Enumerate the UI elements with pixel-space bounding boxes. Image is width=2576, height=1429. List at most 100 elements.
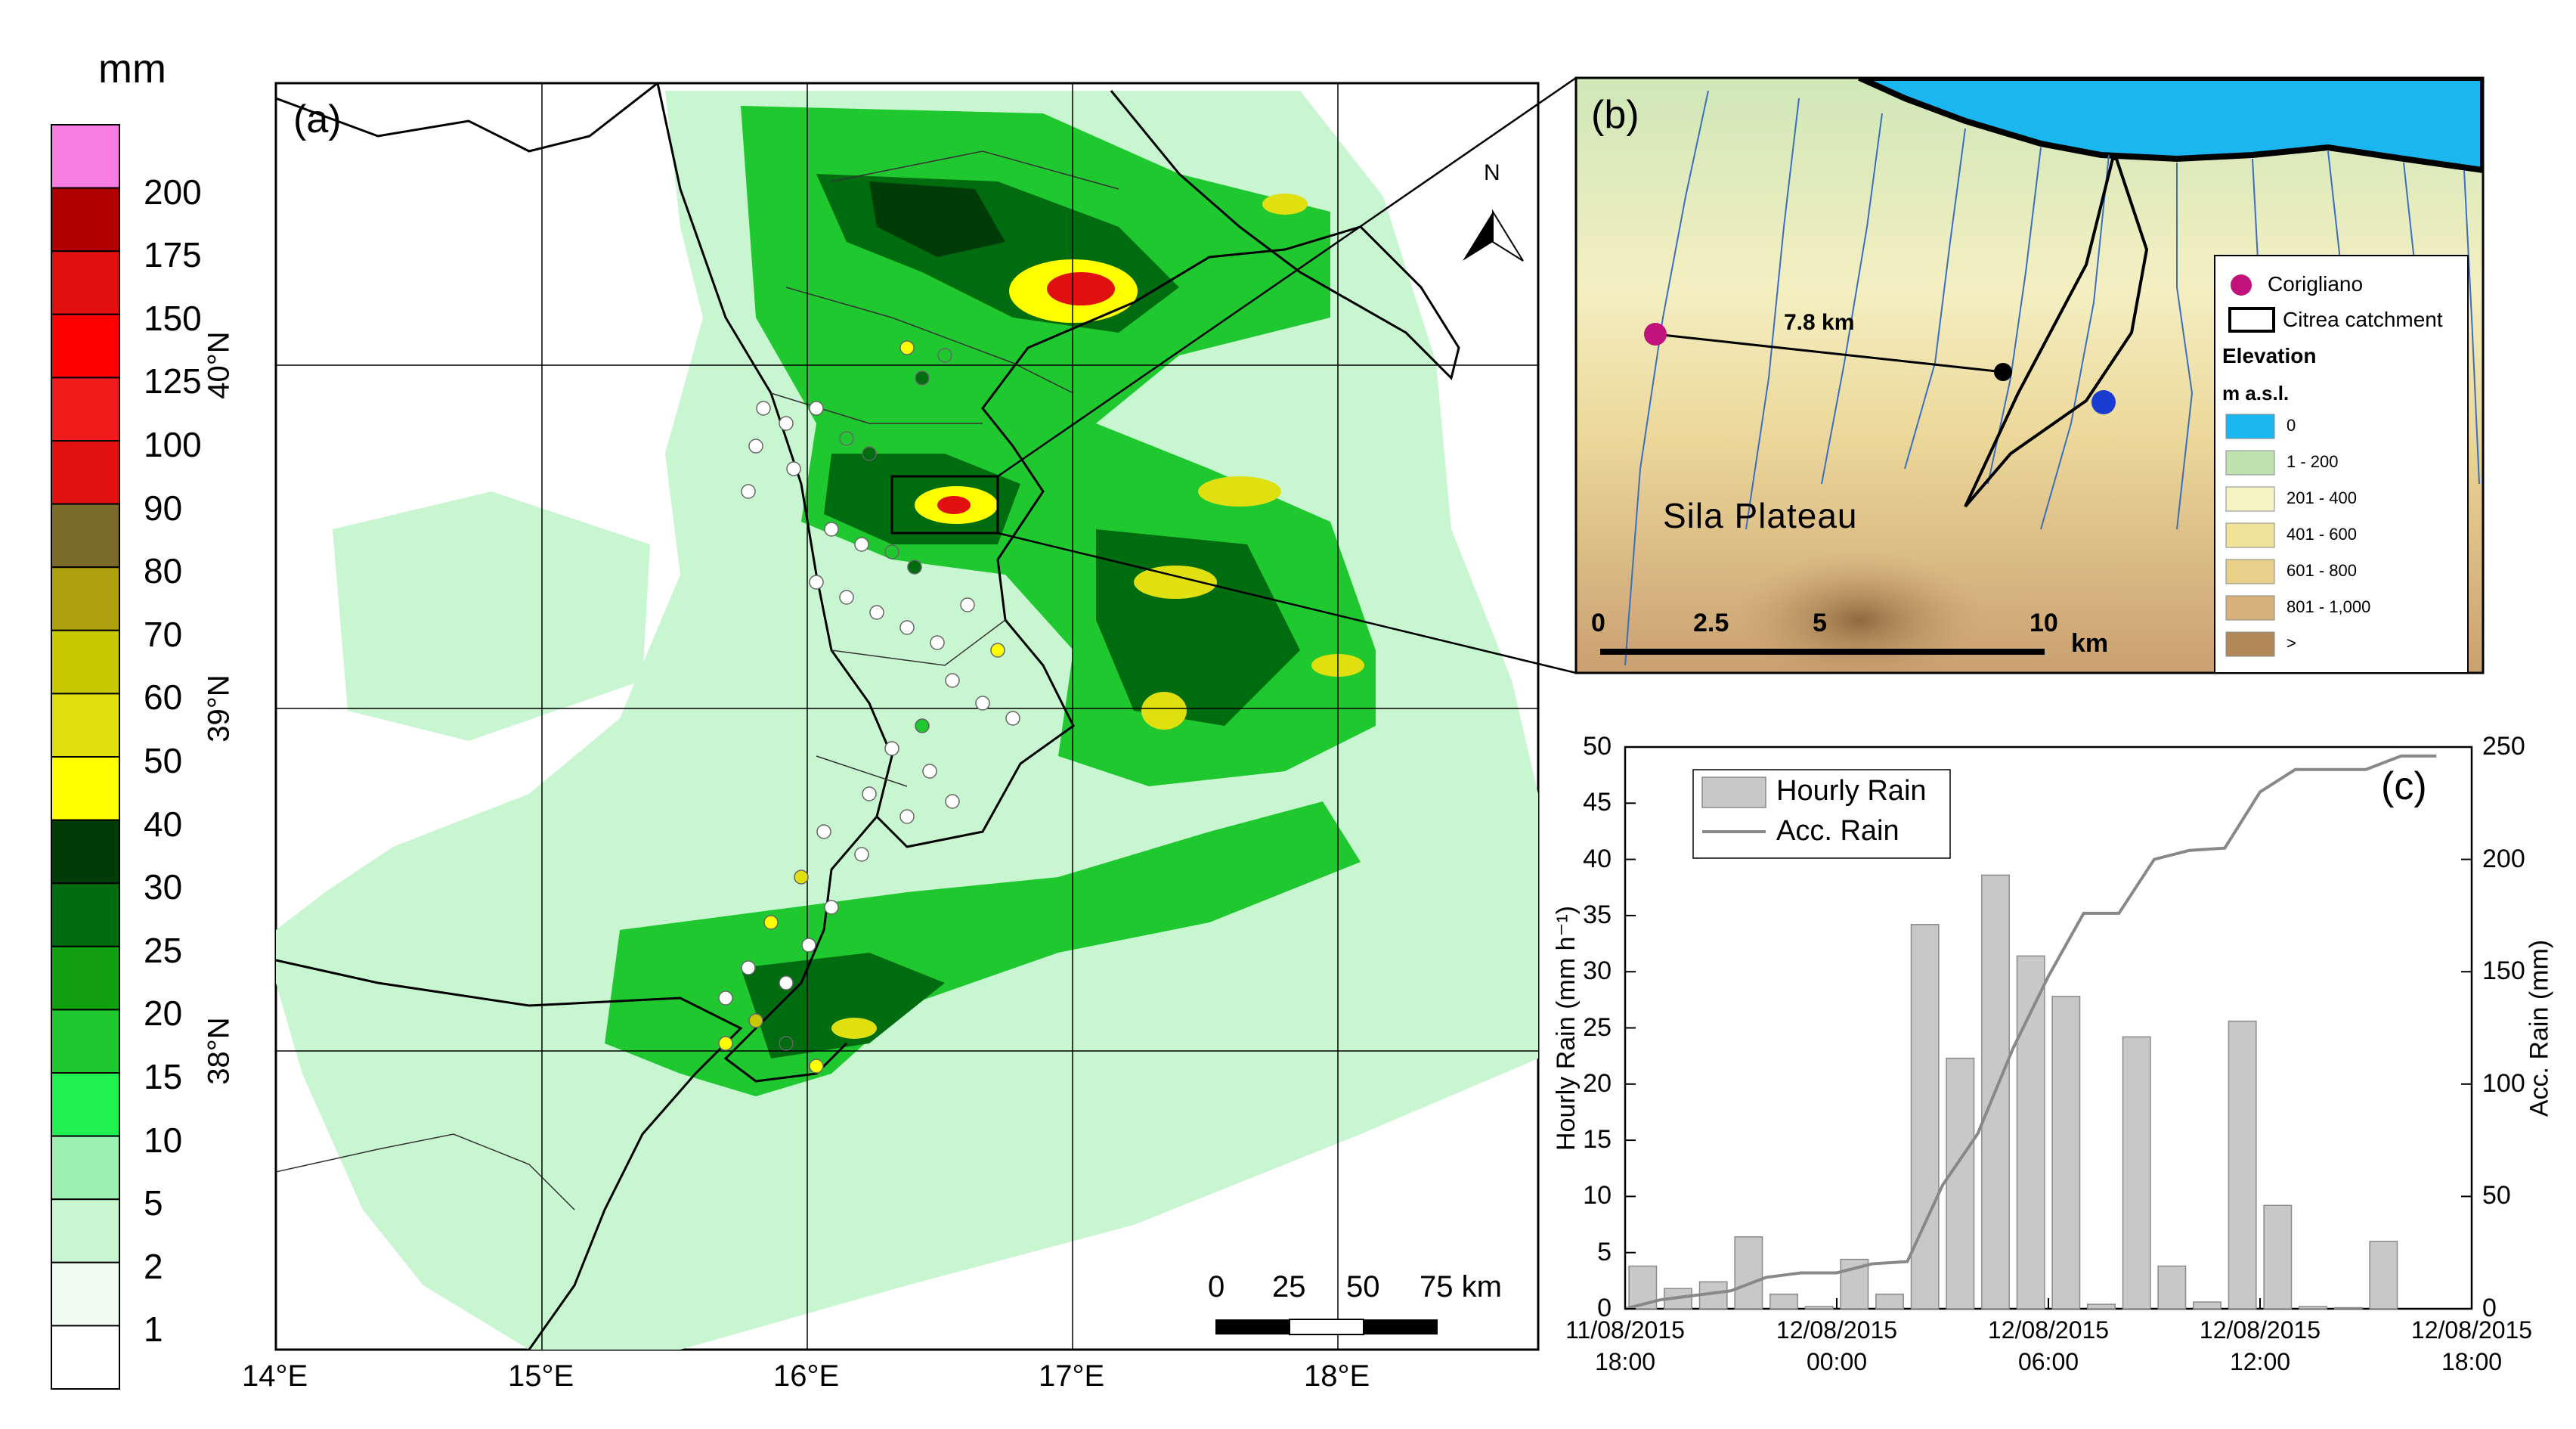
y-tick-label: 50	[1583, 732, 1612, 761]
y2-tick-label: 150	[2482, 956, 2525, 986]
blue-station	[2091, 390, 2116, 414]
legend-tick-label: 90	[144, 488, 183, 528]
legend-swatch	[51, 1325, 120, 1390]
x-tick-label-date: 12/08/2015	[1987, 1316, 2110, 1344]
elevation-swatch	[2225, 414, 2275, 439]
region-borders	[276, 150, 1119, 1210]
legend-tick-label: 20	[144, 993, 183, 1034]
y-tick-label: 15	[1583, 1125, 1612, 1155]
legend-swatch	[51, 313, 120, 379]
legend-tick-label: 40	[144, 804, 183, 844]
acc-rain-line	[1624, 754, 2437, 1310]
legend-swatch	[51, 187, 120, 253]
elevation-class-label: 401 - 600	[2287, 525, 2357, 544]
y2-axis-title: Acc. Rain (mm)	[2525, 939, 2554, 1117]
hourly-rain-bar	[2369, 1241, 2398, 1310]
catchment-outlet	[1994, 363, 2012, 381]
lon-tick-15: 15°E	[508, 1359, 574, 1393]
scalebar-a-0: 0	[1208, 1270, 1225, 1303]
scalebar-a	[1215, 1319, 1438, 1335]
x-tick-label-time: 06:00	[2017, 1348, 2079, 1375]
legend-swatch	[51, 440, 120, 505]
hourly-rain-bar	[1804, 1306, 1834, 1310]
legend-swatch	[51, 566, 120, 631]
hourly-rain-bar	[2193, 1301, 2221, 1310]
legend-tick-label: 200	[144, 172, 202, 212]
hourly-rain-bar	[1910, 924, 1940, 1310]
elevation-swatches	[2225, 414, 2275, 657]
rain-core-yellow-7	[1262, 194, 1308, 215]
elevation-swatch	[2225, 450, 2275, 476]
sea	[1858, 78, 2483, 174]
elevation-swatch	[2225, 522, 2275, 548]
rain-core-red-1	[1047, 272, 1115, 305]
scalebar-b-0: 0	[1591, 609, 1605, 637]
legend-bar-swatch	[1701, 776, 1766, 808]
legend-swatch	[51, 377, 120, 442]
graticule	[276, 83, 1538, 1350]
scalebar-b-km: km	[2071, 629, 2109, 658]
rain-core-yellow-4	[1198, 476, 1281, 507]
panel-b-label: (b)	[1591, 93, 1639, 137]
rain-field-patch	[333, 491, 650, 741]
legend-tick-label: 60	[144, 677, 183, 718]
y-axis-title: Hourly Rain (mm h⁻¹)	[1552, 906, 1581, 1151]
scalebar-a-25: 25	[1272, 1270, 1306, 1303]
scalebar-b-5: 5	[1813, 609, 1827, 637]
elevation-class-label: 801 - 1,000	[2287, 597, 2371, 616]
legend-tick-label: 80	[144, 551, 183, 591]
legend-tick-label: 2	[144, 1246, 163, 1286]
rain-core-red-2	[937, 496, 971, 514]
legend-swatch	[51, 1261, 120, 1327]
coastline-calabria-south	[723, 816, 878, 1083]
y-tick-label: 35	[1583, 900, 1612, 929]
legend-swatch	[51, 882, 120, 947]
scalebar-b-10: 10	[2030, 609, 2058, 637]
x-tick-label-time: 12:00	[2229, 1348, 2291, 1375]
legend-swatch	[51, 756, 120, 821]
zoom-connectors	[997, 76, 1577, 674]
legend-swatch	[51, 945, 120, 1011]
legend-tick-label: 5	[144, 1183, 163, 1223]
lat-tick-40: 40°N	[202, 331, 236, 399]
y-tick-label: 25	[1583, 1012, 1612, 1042]
elevation-class-label: 1 - 200	[2287, 452, 2339, 471]
rain-core-yellow-6	[1141, 692, 1187, 730]
citrea-catchment	[1964, 157, 2149, 508]
x-tick-label-date: 11/08/2015	[1565, 1316, 1685, 1344]
x-tick-label-date: 12/08/2015	[2410, 1316, 2533, 1344]
elevation-swatch	[2225, 559, 2275, 584]
legend-tick-label: 150	[144, 298, 202, 338]
y-tick-label: 0	[1597, 1294, 1612, 1322]
legend-catchment-icon	[2228, 307, 2275, 333]
elevation-class-label: 0	[2287, 416, 2296, 435]
lat-tick-38: 38°N	[202, 1017, 236, 1085]
elevation-swatch	[2225, 595, 2275, 621]
hourly-rain-bar	[2051, 996, 2081, 1310]
legend-tick-label: 1	[144, 1310, 163, 1350]
scalebar-a-75: 75 km	[1420, 1270, 1502, 1303]
x-tick-label-time: 18:00	[1594, 1348, 1656, 1375]
distance-line	[1655, 333, 2004, 374]
panel-a-label: (a)	[293, 98, 342, 141]
lon-tick-14: 14°E	[242, 1359, 308, 1393]
lat-tick-39: 39°N	[202, 674, 236, 742]
elevation-swatch	[2225, 631, 2275, 657]
sila-peak	[1731, 552, 1988, 673]
hourly-rain-bar	[2299, 1306, 2327, 1310]
legend-swatch	[51, 1135, 120, 1201]
x-tick-label-date: 12/08/2015	[2199, 1316, 2321, 1344]
legend-corigliano-icon	[2231, 274, 2252, 296]
panel-b-map	[1574, 76, 2485, 674]
lon-tick-18: 18°E	[1304, 1359, 1370, 1393]
hourly-rain-bar	[2263, 1204, 2293, 1310]
x-tick-label-date: 12/08/2015	[1776, 1316, 1898, 1344]
elevation-class-label: 601 - 800	[2287, 561, 2357, 580]
rain-field-light	[276, 91, 1538, 1350]
legend-tick-label: 70	[144, 614, 183, 654]
legend-tick-label: 25	[144, 930, 183, 970]
chart-layer	[1624, 746, 2472, 1310]
rain-legend	[51, 124, 120, 1390]
zoom-box	[890, 475, 999, 535]
hourly-rain-bar	[2087, 1303, 2116, 1310]
